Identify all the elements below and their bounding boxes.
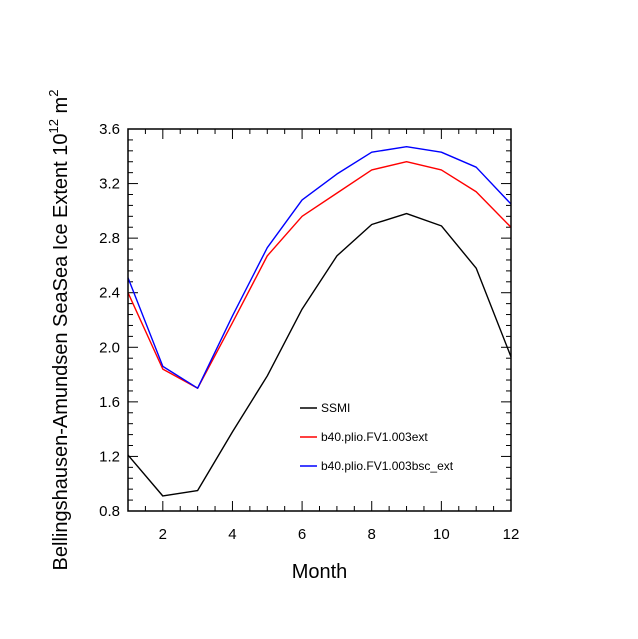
y-tick-label: 3.6: [99, 121, 120, 138]
y-axis-title: Bellingshausen-Amundsen SeaSea Ice Exten…: [46, 90, 72, 571]
legend-label: b40.plio.FV1.003bsc_ext: [321, 459, 454, 473]
y-axis-title-unit: m: [50, 97, 72, 119]
series-lines: [127, 146, 512, 497]
x-tick-label: 6: [298, 526, 306, 543]
legend-label: b40.plio.FV1.003ext: [321, 430, 428, 444]
y-tick-label: 2.4: [99, 285, 120, 302]
svg-text:Bellingshausen-Amundsen SeaSea: Bellingshausen-Amundsen SeaSea Ice Exten…: [46, 90, 72, 571]
series-line-b40-plio-fv1-003ext: [127, 161, 512, 389]
y-tick-label: 2.0: [99, 339, 120, 356]
y-tick-label: 1.6: [99, 394, 120, 411]
y-tick-label: 2.8: [99, 230, 120, 247]
y-axis-title-unit-exponent: 2: [46, 90, 61, 97]
y-tick-label: 0.8: [99, 503, 120, 520]
x-tick-label: 2: [159, 526, 167, 543]
plot-frame: [127, 128, 512, 512]
series-line-b40-plio-fv1-003bsc-ext: [127, 146, 512, 389]
minor-ticks: [127, 129, 511, 511]
y-tick-label: 1.2: [99, 448, 120, 465]
x-axis-title: Month: [292, 561, 348, 583]
legend-label: SSMI: [321, 401, 350, 415]
x-tick-label: 4: [228, 526, 236, 543]
x-tick-label: 8: [368, 526, 376, 543]
y-axis-title-exponent: 12: [46, 119, 61, 133]
x-tick-label: 10: [433, 526, 450, 543]
series-line-ssmi: [127, 212, 512, 497]
y-axis-title-main: Bellingshausen-Amundsen SeaSea Ice Exten…: [50, 133, 72, 570]
x-tick-label: 12: [503, 526, 520, 543]
y-tick-label: 3.2: [99, 176, 120, 193]
tick-labels: 2 4 6 8 10 12 0.8 1.2 1.6 2.0 2.4 2.8 3.2 3.6: [99, 121, 519, 543]
legend: SSMI b40.plio.FV1.003ext b40.plio.FV1.003b…: [300, 401, 454, 473]
